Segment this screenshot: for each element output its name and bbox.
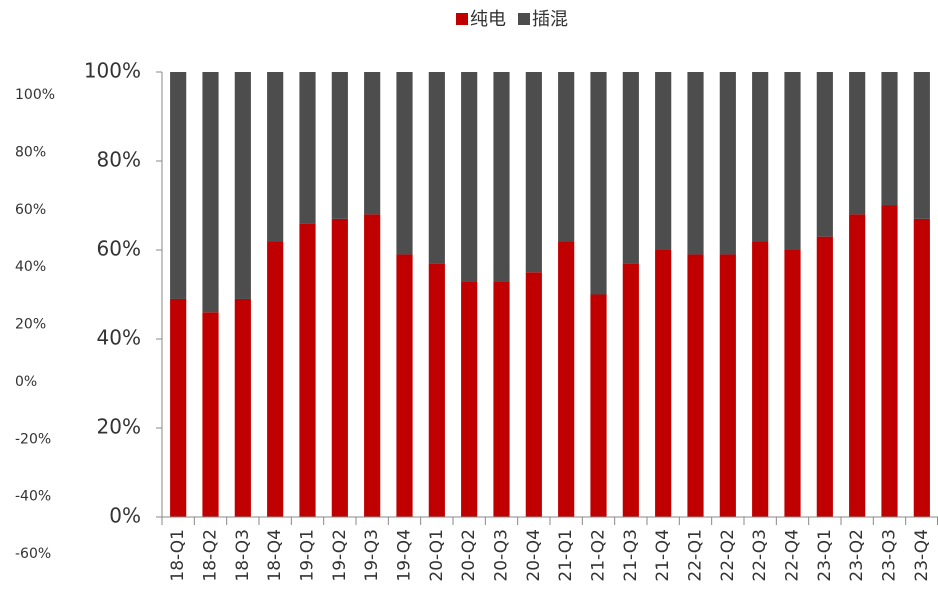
y-tick-label: 0% xyxy=(109,504,141,528)
bar-segment xyxy=(687,72,704,255)
bar-segment xyxy=(590,72,607,295)
x-tick-label: 21-Q3 xyxy=(621,529,641,582)
x-tick-label: 20-Q1 xyxy=(427,529,447,582)
x-tick-label: 20-Q2 xyxy=(459,529,479,582)
bar-segment xyxy=(202,72,219,313)
legend-label: 纯电 xyxy=(470,9,506,30)
y-tick-label: 40% xyxy=(97,326,141,350)
bar-segment xyxy=(331,218,348,517)
x-tick-label: 19-Q1 xyxy=(298,529,318,582)
bar-segment xyxy=(622,263,639,517)
y-tick-label: 60% xyxy=(97,237,141,261)
bar-segment xyxy=(493,281,510,517)
bar-segment xyxy=(752,241,769,517)
bar-segment xyxy=(913,218,930,517)
y2-tick-label: 40% xyxy=(15,259,46,275)
x-tick-label: 20-Q3 xyxy=(492,529,512,582)
legend-swatch xyxy=(456,13,468,25)
x-tick-label: 23-Q2 xyxy=(847,529,867,582)
bar-segment xyxy=(493,72,510,282)
bar-segment xyxy=(428,263,445,517)
bar-segment xyxy=(816,236,833,517)
bar-segment xyxy=(719,72,736,255)
bar-segment xyxy=(461,281,478,517)
bar-segment xyxy=(267,241,284,517)
x-tick-label: 21-Q2 xyxy=(589,529,609,582)
x-tick-label: 22-Q2 xyxy=(718,529,738,582)
x-tick-label: 18-Q1 xyxy=(168,529,188,582)
bar-segment xyxy=(267,72,284,242)
bar-segment xyxy=(590,294,607,517)
y2-tick-label: -40% xyxy=(15,489,51,505)
y-tick-label: 80% xyxy=(97,148,141,172)
bar-segment xyxy=(396,254,413,517)
x-tick-label: 19-Q3 xyxy=(362,529,382,582)
bar-segment xyxy=(525,72,542,273)
x-tick-label: 18-Q2 xyxy=(201,529,221,582)
bar-segment xyxy=(234,298,251,517)
bar-segment xyxy=(202,312,219,517)
x-tick-label: 21-Q1 xyxy=(556,529,576,582)
bar-segment xyxy=(752,72,769,242)
bar-segment xyxy=(687,254,704,517)
bar-segment xyxy=(913,72,930,219)
bar-segment xyxy=(396,72,413,255)
bar-segment xyxy=(170,298,187,517)
y2-tick-label: 80% xyxy=(15,144,46,160)
y-tick-label: 100% xyxy=(84,59,141,83)
bar-segment xyxy=(234,72,251,299)
bar-segment xyxy=(655,250,672,517)
bar-segment xyxy=(364,72,381,215)
bar-segment xyxy=(881,72,898,206)
x-tick-label: 23-Q1 xyxy=(815,529,835,582)
legend-swatch xyxy=(518,13,530,25)
x-tick-label: 23-Q3 xyxy=(880,529,900,582)
legend-label: 插混 xyxy=(532,9,568,30)
bar-segment xyxy=(331,72,348,219)
x-tick-label: 19-Q4 xyxy=(395,529,415,582)
bar-segment xyxy=(849,214,866,517)
x-tick-label: 18-Q3 xyxy=(233,529,253,582)
bar-segment xyxy=(784,250,801,517)
bar-segment xyxy=(525,272,542,517)
bar-segment xyxy=(428,72,445,264)
x-tick-label: 22-Q4 xyxy=(783,529,803,582)
y2-tick-label: 60% xyxy=(15,202,46,218)
bar-segment xyxy=(849,72,866,215)
bar-segment xyxy=(881,205,898,517)
bar-segment xyxy=(784,72,801,250)
bar-segment xyxy=(299,72,316,224)
y2-tick-label: -20% xyxy=(15,431,51,447)
bar-segment xyxy=(299,223,316,518)
bar-segment xyxy=(170,72,187,299)
bar-segment xyxy=(558,72,575,242)
x-tick-label: 23-Q4 xyxy=(912,529,932,582)
x-tick-label: 21-Q4 xyxy=(653,529,673,582)
bar-segment xyxy=(719,254,736,517)
x-tick-label: 18-Q4 xyxy=(265,529,285,582)
x-tick-label: 22-Q3 xyxy=(750,529,770,582)
y2-tick-label: -60% xyxy=(15,546,51,562)
x-tick-label: 22-Q1 xyxy=(686,529,706,582)
bar-segment xyxy=(622,72,639,264)
bar-segment xyxy=(816,72,833,237)
y-tick-label: 20% xyxy=(97,415,141,439)
x-tick-label: 19-Q2 xyxy=(330,529,350,582)
bar-segment xyxy=(461,72,478,282)
y2-tick-label: 0% xyxy=(15,374,37,390)
bar-segment xyxy=(655,72,672,250)
y2-tick-label: 100% xyxy=(15,87,55,103)
y2-tick-label: 20% xyxy=(15,317,46,333)
bar-segment xyxy=(558,241,575,517)
x-tick-label: 20-Q4 xyxy=(524,529,544,582)
bar-segment xyxy=(364,214,381,517)
